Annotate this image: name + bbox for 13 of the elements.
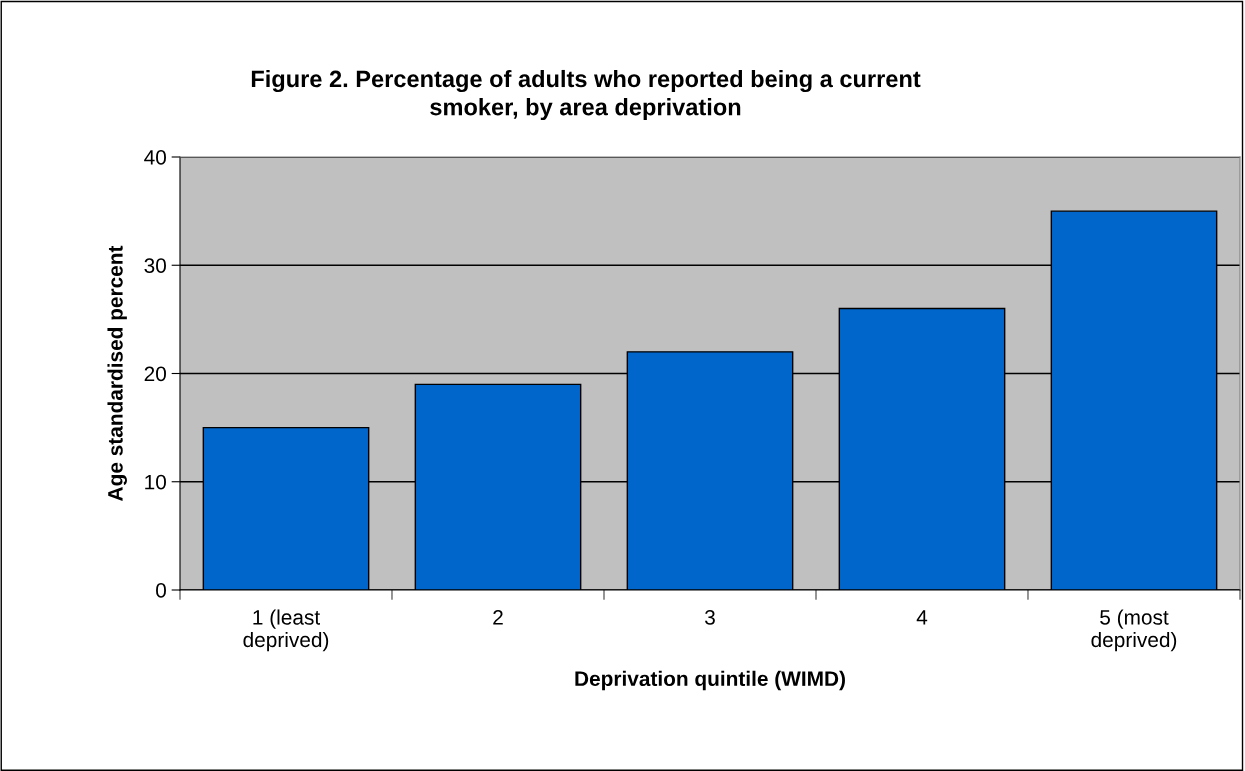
x-tick-label: 1 (least deprived) (243, 609, 329, 652)
y-tick-label: 10 (145, 474, 166, 490)
x-axis-title: Deprivation quintile (WIMD) (575, 670, 845, 691)
chart-title: Figure 2. Percentage of adults who reported being a current smoker, by area deprivation (251, 69, 921, 121)
x-tick-label: 2 (493, 609, 503, 625)
y-axis-title: Age standardised percent (107, 245, 127, 501)
y-tick-label: 40 (144, 150, 166, 165)
x-tick-label: 3 (705, 609, 715, 625)
x-tick-label: 5 (most deprived) (1091, 609, 1177, 652)
y-tick-label: 0 (156, 583, 166, 598)
y-tick-label: 30 (144, 258, 166, 273)
x-tick-label: 4 (916, 610, 928, 625)
y-tick-label: 20 (144, 366, 166, 382)
